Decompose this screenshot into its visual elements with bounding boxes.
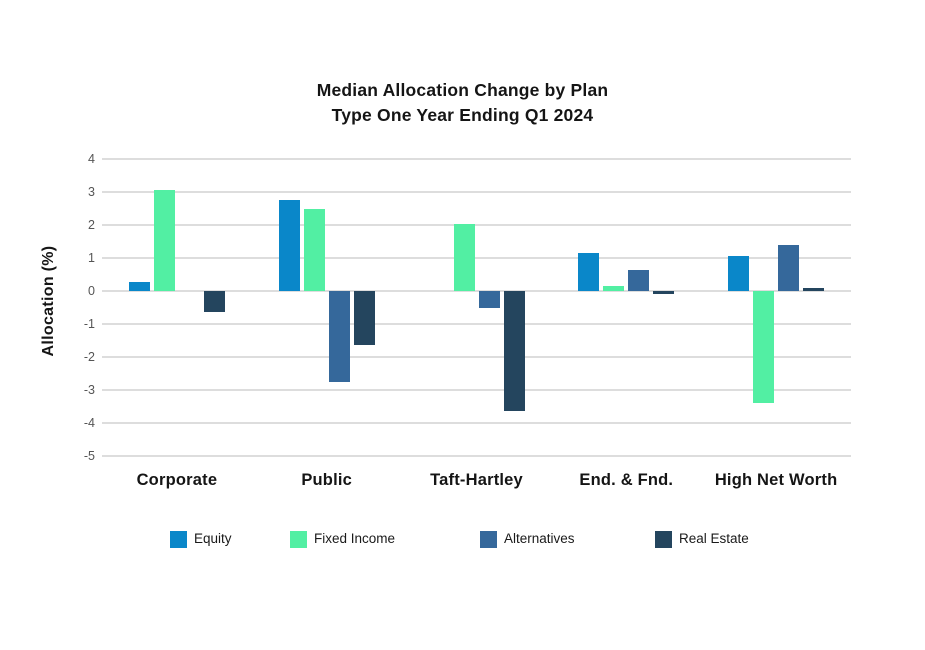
legend-item-equity: Equity xyxy=(170,530,232,548)
bar-real-estate-taft-hartley xyxy=(503,291,525,412)
zero-gridline xyxy=(102,290,851,292)
gridline xyxy=(102,389,851,391)
gridline xyxy=(102,455,851,457)
legend-label: Equity xyxy=(194,531,232,546)
legend-swatch xyxy=(170,530,187,548)
bar-fixed-income-high-net-worth xyxy=(753,291,775,404)
plot-area xyxy=(102,158,851,457)
category-label: Corporate xyxy=(136,471,218,489)
legend-item-real-estate: Real Estate xyxy=(655,530,749,548)
category-label: Public xyxy=(301,471,353,489)
y-tick-label: 1 xyxy=(88,251,95,265)
legend-swatch xyxy=(480,530,497,548)
x-axis-categories: Corporate Public Taft-Hartley End. & Fnd. Hi… xyxy=(102,471,851,495)
bar-real-estate-high-net-worth xyxy=(803,287,825,291)
bar-alternatives-public xyxy=(328,291,350,382)
bar-equity-end-fnd- xyxy=(578,253,600,291)
category-label: High Net Worth xyxy=(714,471,838,489)
chart-title-line1: Median Allocation Change by Plan xyxy=(316,80,609,100)
y-tick-label: -4 xyxy=(83,416,95,430)
gridline xyxy=(102,422,851,424)
y-tick-label: -5 xyxy=(83,449,95,463)
category-label: Taft-Hartley xyxy=(430,471,523,489)
bar-equity-high-net-worth xyxy=(728,256,750,291)
legend-swatch xyxy=(655,530,672,548)
legend-label: Real Estate xyxy=(679,531,749,546)
bar-real-estate-end-fnd- xyxy=(653,291,675,294)
legend-item-alternatives: Alternatives xyxy=(480,530,575,548)
bar-fixed-income-public xyxy=(303,209,325,291)
bar-fixed-income-end-fnd- xyxy=(603,286,625,291)
y-tick-label: -2 xyxy=(83,350,95,364)
bar-alternatives-high-net-worth xyxy=(778,244,800,291)
bar-fixed-income-corporate xyxy=(153,190,175,291)
bar-real-estate-public xyxy=(353,291,375,346)
gridline xyxy=(102,356,851,358)
y-axis-ticks: 4 3 2 1 0 -1 -2 -3 -4 -5 xyxy=(55,152,95,463)
gridline xyxy=(102,158,851,160)
y-tick-label: -1 xyxy=(83,317,95,331)
gridline xyxy=(102,323,851,325)
category-label: End. & Fnd. xyxy=(579,471,674,489)
bar-alternatives-end-fnd- xyxy=(628,269,650,291)
y-tick-label: 2 xyxy=(88,218,95,232)
bar-equity-corporate xyxy=(128,282,150,291)
bar-fixed-income-taft-hartley xyxy=(453,224,475,291)
gridline xyxy=(102,224,851,226)
legend-swatch xyxy=(290,530,307,548)
gridline xyxy=(102,191,851,193)
chart-title-line2: Type One Year Ending Q1 2024 xyxy=(331,105,594,125)
legend-item-fixed-income: Fixed Income xyxy=(290,530,395,548)
legend: Equity Fixed Income Alternatives Real Estat… xyxy=(0,530,925,550)
bar-alternatives-taft-hartley xyxy=(478,291,500,308)
legend-label: Alternatives xyxy=(504,531,575,546)
bar-real-estate-corporate xyxy=(203,291,225,313)
bar-equity-public xyxy=(278,200,300,291)
legend-label: Fixed Income xyxy=(314,531,396,546)
y-tick-label: -3 xyxy=(83,383,95,397)
y-tick-label: 0 xyxy=(88,284,95,298)
y-tick-label: 3 xyxy=(88,185,95,199)
gridline xyxy=(102,257,851,259)
y-tick-label: 4 xyxy=(88,152,95,166)
chart-title: Median Allocation Change by Plan Type On… xyxy=(0,78,925,128)
